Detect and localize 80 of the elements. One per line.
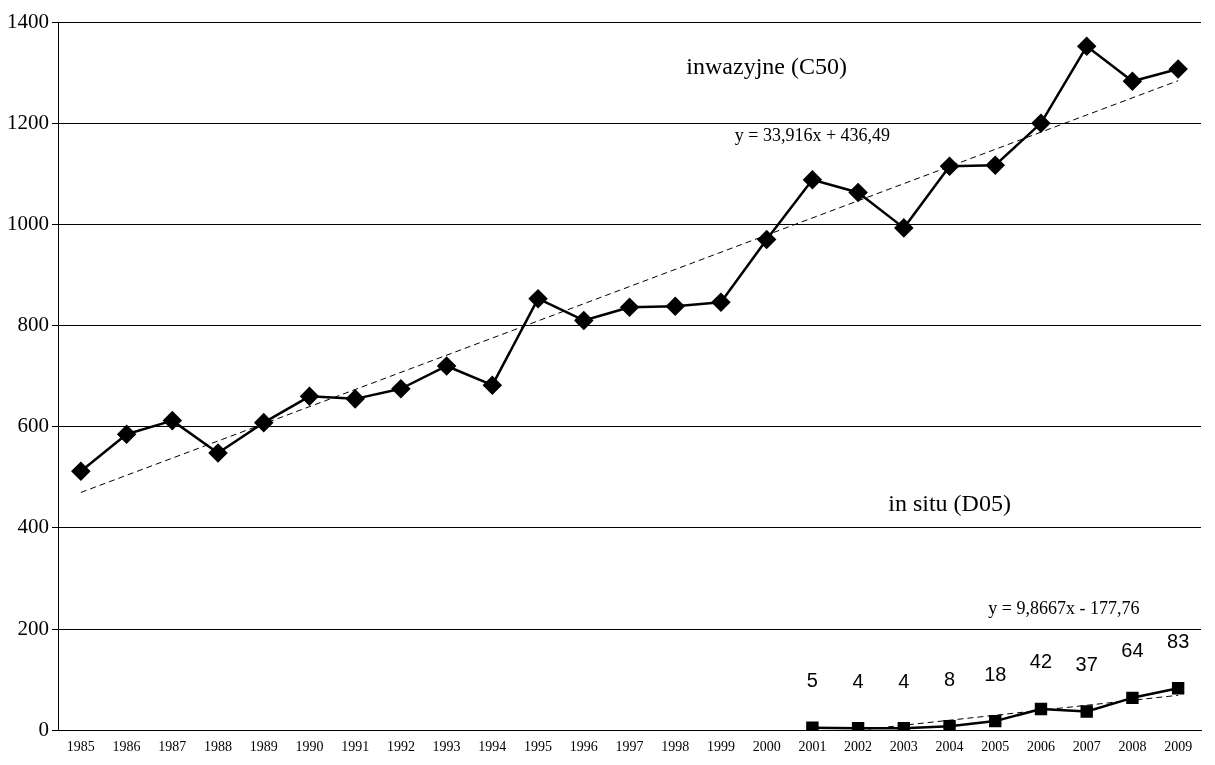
annotation: inwazyjne (C50) [686,52,847,79]
point [711,293,731,312]
x-tick-label: 2008 [1118,739,1147,755]
x-tick-label: 1993 [432,739,461,755]
x-tick-label: 1986 [112,739,141,755]
point [437,356,456,376]
point [208,443,228,463]
point [757,230,776,249]
point [940,156,959,176]
point [943,719,956,731]
point [848,183,868,202]
point [300,387,319,406]
data-label: 8 [943,667,956,690]
y-tick-label: 1000 [7,210,49,235]
point [1123,71,1142,91]
point [1034,702,1048,716]
x-tick-label: 1996 [569,739,598,755]
point [117,425,136,444]
point [483,375,502,395]
point [665,297,685,316]
x-tick-label: 2007 [1072,739,1101,755]
annotation: y = 33,916x + 436,49 [734,124,891,145]
x-tick-label: 2003 [889,739,918,755]
point [894,218,914,238]
data-label: 5 [806,669,818,692]
data-label: 4 [898,669,910,692]
x-tick-label: 2004 [935,739,964,755]
point [345,389,365,409]
point [897,721,911,731]
x-tick-label: 1987 [158,739,187,755]
data-label: 64 [1121,639,1144,662]
x-tick-label: 1990 [295,739,324,755]
x-tick-label: 1992 [386,739,415,755]
x-tick-label: 2001 [798,739,827,755]
point [1077,37,1096,56]
y-tick-label: 600 [17,413,49,438]
point [528,289,548,308]
x-tick-label: 2000 [752,739,781,755]
point [1171,682,1185,695]
point [851,721,865,731]
y-tick-label: 1200 [7,109,49,134]
y-tick-label: 0 [38,716,49,741]
point [163,411,182,430]
x-tick-label: 1998 [661,739,690,755]
point [391,379,411,398]
point [254,413,273,432]
point [803,170,822,190]
y-tick-label: 800 [17,312,49,337]
x-tick-label: 1999 [706,739,735,755]
point [989,714,1002,728]
data-label: 42 [1029,650,1053,673]
point [1080,705,1093,718]
x-tick-label: 1994 [478,739,507,755]
x-tick-label: 2005 [981,739,1010,755]
y-tick-label: 1400 [7,8,49,33]
x-tick-label: 1997 [615,739,644,755]
y-tick-label: 200 [17,615,49,640]
x-tick-label: 1988 [204,739,233,755]
data-label: 37 [1075,653,1098,675]
data-label: 4 [852,669,864,692]
point [71,461,91,481]
point [1168,59,1188,79]
data-label: 18 [984,662,1007,685]
y-tick-label: 400 [17,514,49,539]
point [806,721,819,731]
annotation: y = 9,8667x - 177,76 [988,597,1140,618]
x-tick-label: 2006 [1026,739,1055,755]
data-label: 83 [1167,629,1190,652]
point [1031,113,1051,133]
point [1126,691,1139,705]
point [574,311,594,330]
annotation: in situ (D05) [888,490,1011,517]
x-tick-label: 1985 [66,739,95,755]
x-tick-label: 1991 [341,739,370,755]
point [986,155,1005,175]
x-tick-label: 2002 [844,739,873,755]
point [620,298,639,317]
x-tick-label: 1995 [524,739,553,755]
x-tick-label: 2009 [1164,739,1193,755]
x-tick-label: 1989 [249,739,278,755]
